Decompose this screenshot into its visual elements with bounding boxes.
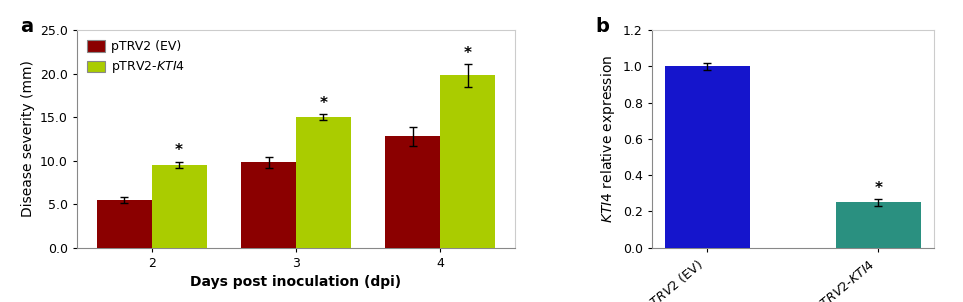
Bar [836, 202, 922, 248]
Text: a: a [20, 17, 34, 36]
Bar [97, 200, 152, 248]
Bar [296, 117, 351, 248]
Text: *: * [175, 143, 183, 158]
Text: b: b [595, 17, 609, 36]
Y-axis label: Disease severity (mm): Disease severity (mm) [20, 60, 35, 217]
Text: *: * [320, 96, 327, 111]
Y-axis label: $\it{KTI4}$ relative expression: $\it{KTI4}$ relative expression [599, 55, 617, 223]
Bar [385, 136, 440, 248]
X-axis label: Days post inoculation (dpi): Days post inoculation (dpi) [191, 275, 402, 289]
Bar [241, 162, 296, 248]
Text: *: * [463, 46, 472, 61]
Bar [440, 76, 495, 248]
Legend: pTRV2 (EV), pTRV2-$\it{KTI4}$: pTRV2 (EV), pTRV2-$\it{KTI4}$ [83, 37, 189, 79]
Bar [152, 165, 206, 248]
Text: *: * [874, 182, 882, 196]
Bar [664, 66, 750, 248]
